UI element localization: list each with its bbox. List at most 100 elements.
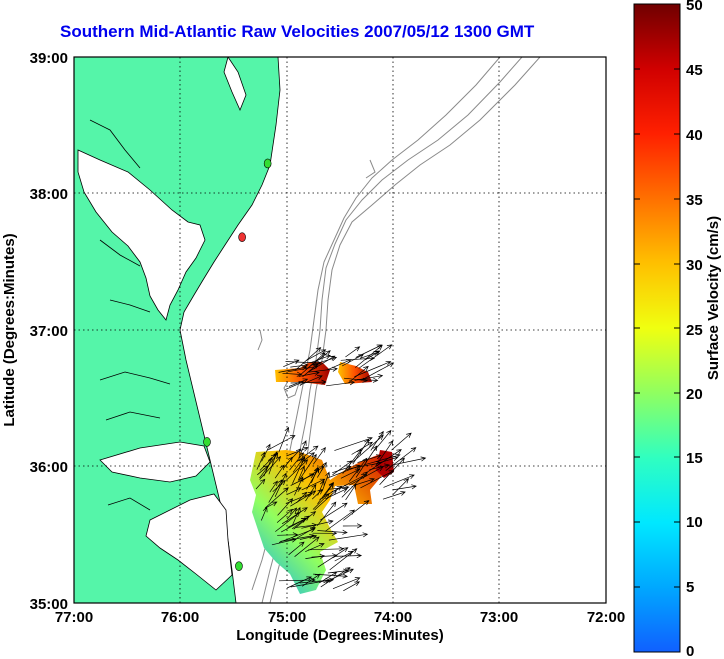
velocity-arrow xyxy=(332,577,361,590)
velocity-arrow xyxy=(351,434,384,463)
colorbar-tick: 50 xyxy=(686,0,703,14)
y-tick-label: 37:00 xyxy=(30,323,68,340)
velocity-arrow xyxy=(294,476,304,496)
radar-station-marker xyxy=(235,561,243,571)
velocity-arrow xyxy=(306,467,320,490)
x-tick-labels: 77:00 76:00 75:00 74:00 73:00 72:00 xyxy=(55,609,625,626)
velocity-arrow xyxy=(312,530,338,536)
velocity-arrow xyxy=(308,366,338,373)
velocity-arrow xyxy=(340,468,361,479)
velocity-arrow xyxy=(286,576,312,589)
velocity-arrow xyxy=(294,347,322,371)
velocity-arrow xyxy=(299,453,317,480)
velocity-arrow xyxy=(288,541,305,556)
velocity-arrow xyxy=(269,480,278,493)
velocity-arrow xyxy=(357,454,382,463)
velocity-arrow xyxy=(277,498,294,516)
colorbar-tick-marks xyxy=(634,68,680,588)
velocity-arrow xyxy=(360,470,395,489)
colorbar-tick: 35 xyxy=(686,192,703,209)
velocity-arrow xyxy=(308,546,345,552)
velocity-arrow xyxy=(301,519,334,529)
colorbar-tick: 10 xyxy=(686,514,703,531)
velocity-arrow xyxy=(291,515,310,530)
velocity-arrow xyxy=(392,478,410,495)
velocity-arrow xyxy=(392,484,417,491)
chesapeake-bay xyxy=(77,149,206,321)
velocity-arrow xyxy=(276,508,294,523)
velocity-arrow xyxy=(342,523,363,529)
velocity-arrow xyxy=(343,581,361,592)
velocity-arrow xyxy=(298,440,307,459)
velocity-arrow xyxy=(320,502,348,521)
velocity-arrow xyxy=(287,448,302,463)
velocity-arrow xyxy=(348,365,369,384)
velocity-arrow xyxy=(278,527,316,543)
velocity-arrow xyxy=(264,501,278,509)
velocity-arrow xyxy=(334,553,363,559)
velocity-arrow xyxy=(354,360,392,378)
y-tick-labels: 39:00 38:00 37:00 36:00 35:00 xyxy=(30,50,68,613)
colorbar-tick-labels: 50 45 40 35 30 25 20 15 10 5 0 xyxy=(686,0,703,659)
velocity-arrow xyxy=(307,355,336,373)
velocity-arrow xyxy=(271,537,298,546)
velocity-arrow xyxy=(283,359,300,368)
radar-station-marker xyxy=(238,232,246,242)
velocity-arrow xyxy=(374,429,392,451)
y-tick-label: 38:00 xyxy=(30,186,68,203)
velocity-arrow xyxy=(358,344,393,369)
y-tick-label: 35:00 xyxy=(30,596,68,613)
velocity-arrow xyxy=(311,466,319,484)
velocity-arrow xyxy=(292,506,301,526)
velocity-arrow xyxy=(314,489,338,511)
colorbar-tick: 30 xyxy=(686,257,703,274)
velocity-arrow xyxy=(391,456,427,466)
x-tick-label: 76:00 xyxy=(161,609,199,626)
velocity-arrow xyxy=(334,436,373,451)
colorbar-tick: 25 xyxy=(686,322,703,339)
albemarle-sound xyxy=(99,441,211,483)
velocity-arrow xyxy=(281,507,308,525)
velocity-arrow xyxy=(274,464,285,479)
radar-stations xyxy=(203,158,272,571)
velocity-arrow xyxy=(286,446,309,457)
velocity-arrow xyxy=(282,371,303,377)
velocity-arrow xyxy=(316,501,337,527)
velocity-arrow xyxy=(292,457,304,473)
velocity-arrow xyxy=(311,488,323,500)
velocity-arrow xyxy=(299,375,323,386)
river-lines xyxy=(89,119,171,511)
velocity-arrow xyxy=(290,578,331,588)
colorbar-tick: 15 xyxy=(686,450,703,467)
velocity-arrow xyxy=(324,509,356,532)
delaware-bay xyxy=(223,57,247,112)
velocity-arrow xyxy=(290,473,315,486)
velocity-arrow xyxy=(316,461,327,478)
colorbar-tick: 5 xyxy=(686,579,694,596)
velocity-arrow xyxy=(287,364,319,373)
colorbar-tick: 45 xyxy=(686,62,703,79)
velocity-arrow xyxy=(311,354,331,363)
colorbar xyxy=(633,3,681,653)
velocity-arrow xyxy=(305,350,331,371)
velocity-arrow xyxy=(275,511,301,532)
velocity-arrow xyxy=(321,471,330,492)
velocity-arrow xyxy=(313,446,326,465)
plot-frame xyxy=(73,56,607,604)
colorbar-tick: 0 xyxy=(686,643,694,659)
velocity-arrow xyxy=(267,435,296,451)
velocity-arrow xyxy=(372,456,399,466)
velocity-arrow xyxy=(264,487,289,509)
radar-station-marker xyxy=(203,437,211,447)
velocity-arrow xyxy=(259,455,282,480)
velocity-arrow xyxy=(360,362,395,381)
velocity-arrow xyxy=(354,477,375,486)
velocity-arrow xyxy=(327,568,349,574)
velocity-arrow xyxy=(340,355,376,361)
velocity-arrow xyxy=(327,485,350,491)
velocity-arrow xyxy=(294,536,320,557)
velocity-arrow xyxy=(385,447,417,471)
x-tick-label: 77:00 xyxy=(55,609,93,626)
velocity-arrow xyxy=(364,453,401,466)
x-tick-label: 72:00 xyxy=(587,609,625,626)
